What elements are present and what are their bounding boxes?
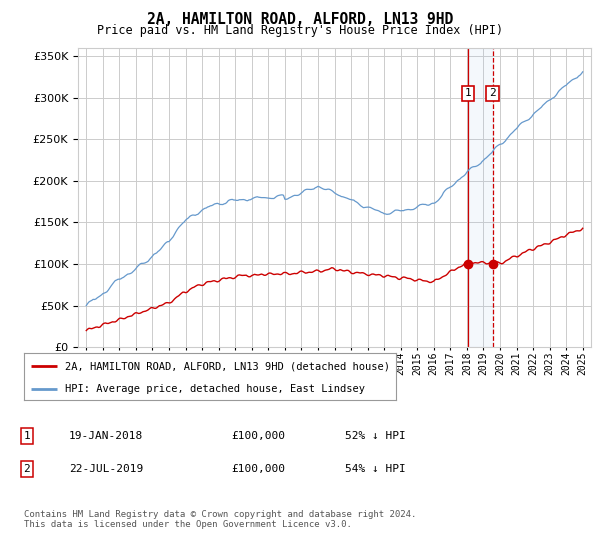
Text: 19-JAN-2018: 19-JAN-2018 [69, 431, 143, 441]
Text: 2: 2 [23, 464, 31, 474]
Bar [468, 48, 493, 347]
Text: Contains HM Land Registry data © Crown copyright and database right 2024.
This d: Contains HM Land Registry data © Crown c… [24, 510, 416, 529]
Text: Price paid vs. HM Land Registry's House Price Index (HPI): Price paid vs. HM Land Registry's House … [97, 24, 503, 37]
Text: 1: 1 [464, 88, 471, 99]
Text: HPI: Average price, detached house, East Lindsey: HPI: Average price, detached house, East… [65, 384, 365, 394]
Text: £100,000: £100,000 [231, 431, 285, 441]
Text: £100,000: £100,000 [231, 464, 285, 474]
Text: 22-JUL-2019: 22-JUL-2019 [69, 464, 143, 474]
Text: 52% ↓ HPI: 52% ↓ HPI [345, 431, 406, 441]
Text: 1: 1 [23, 431, 31, 441]
Text: 2: 2 [489, 88, 496, 99]
Text: 54% ↓ HPI: 54% ↓ HPI [345, 464, 406, 474]
Text: 2A, HAMILTON ROAD, ALFORD, LN13 9HD (detached house): 2A, HAMILTON ROAD, ALFORD, LN13 9HD (det… [65, 361, 390, 371]
Text: 2A, HAMILTON ROAD, ALFORD, LN13 9HD: 2A, HAMILTON ROAD, ALFORD, LN13 9HD [147, 12, 453, 27]
